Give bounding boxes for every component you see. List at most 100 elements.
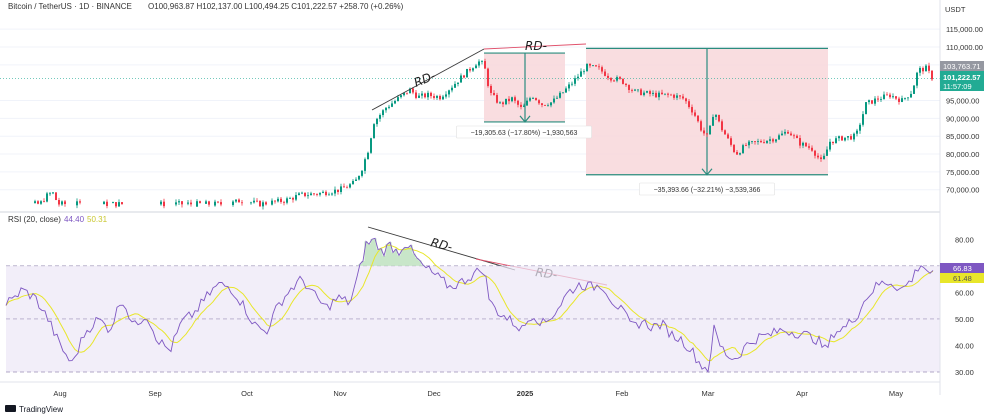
candle [46, 191, 48, 203]
time-tick-label: Oct [241, 389, 254, 398]
candle [718, 114, 720, 123]
candle [238, 198, 240, 203]
candle [820, 154, 822, 162]
candle [889, 92, 891, 99]
candle [325, 190, 327, 197]
candle-body [598, 66, 600, 68]
candle [190, 199, 192, 207]
candle [103, 200, 105, 205]
candle-body [901, 98, 903, 102]
candle-body [460, 75, 462, 83]
candle-body [859, 124, 861, 131]
candle-body [904, 98, 906, 99]
candle-body [262, 202, 264, 207]
candle-body [754, 141, 756, 143]
candle [796, 134, 798, 139]
candle [919, 66, 921, 76]
candle [262, 200, 264, 210]
candle [574, 75, 576, 87]
candle [664, 93, 666, 96]
candle [502, 101, 504, 108]
time-tick-label: Sep [148, 389, 161, 398]
candle-body [367, 152, 369, 160]
candle-body [784, 131, 786, 134]
candle-body [175, 202, 177, 205]
candle-body [103, 201, 105, 205]
candle [250, 201, 252, 205]
candle [556, 95, 558, 100]
candle-body [853, 133, 855, 140]
candle-body [745, 145, 747, 146]
candle-body [556, 97, 558, 99]
candle [52, 191, 54, 195]
candle [778, 133, 780, 141]
candle-body [709, 125, 711, 135]
candle [910, 90, 912, 98]
rd-label: RD- [429, 235, 454, 254]
candle-body [181, 201, 183, 205]
rsi-tag-bg [940, 263, 984, 273]
countdown-tag: 11:57:09 [943, 82, 972, 91]
candle-body [703, 130, 705, 134]
candle-body [487, 68, 489, 86]
candle [772, 137, 774, 144]
candle-body [463, 75, 465, 78]
candle [595, 64, 597, 67]
time-tick-label: Feb [616, 389, 629, 398]
candle-body [481, 61, 483, 62]
candle-body [664, 93, 666, 95]
candle [319, 192, 321, 197]
candle-body [712, 116, 714, 126]
candle [622, 78, 624, 85]
tradingview-logo[interactable]: TradingView [5, 405, 63, 414]
candle-body [511, 97, 513, 102]
candle [448, 89, 450, 98]
candle-body [931, 70, 933, 80]
candle-body [118, 202, 120, 207]
candle [625, 83, 627, 87]
candle-body [391, 103, 393, 107]
gray-price-tag: 103,763.71 [943, 62, 981, 71]
candle [721, 119, 723, 133]
candle [901, 95, 903, 103]
candle-body [253, 200, 255, 203]
candle-body [835, 138, 837, 144]
candle-body [472, 68, 474, 71]
candle [661, 89, 663, 95]
candle [817, 153, 819, 160]
candle [877, 95, 879, 102]
candle [505, 98, 507, 106]
candle [856, 128, 858, 137]
candle [286, 196, 288, 205]
candle [769, 136, 771, 144]
last-price-tag: 101,222.57 [943, 73, 981, 82]
candle-body [424, 93, 426, 98]
candle [658, 90, 660, 101]
candle [895, 95, 897, 100]
candle-body [550, 102, 552, 106]
candle-body [688, 101, 690, 108]
candle-body [700, 121, 702, 131]
candle [619, 75, 621, 80]
candle-body [454, 83, 456, 88]
candle-body [847, 136, 849, 138]
candle [265, 201, 267, 206]
candle-body [628, 85, 630, 90]
rsi-tick-label: 60.00 [955, 288, 974, 297]
brand-name: TradingView [19, 405, 63, 414]
candle-body [415, 92, 417, 98]
candle-body [517, 100, 519, 105]
candle-body [205, 201, 207, 204]
candle-body [334, 189, 336, 194]
price-axis[interactable]: 115,000.00110,000.00105,000.0095,000.009… [946, 25, 984, 195]
candle-body [565, 88, 567, 93]
rsi-layer [5, 237, 940, 373]
candle-body [307, 195, 309, 197]
candle-body [646, 91, 648, 93]
rd-line-price-2 [483, 43, 587, 50]
candle [598, 63, 600, 70]
time-axis[interactable]: Aug Sep Oct Nov Dec 2025 Feb Mar Apr May [53, 389, 903, 398]
candle-body [871, 100, 873, 104]
